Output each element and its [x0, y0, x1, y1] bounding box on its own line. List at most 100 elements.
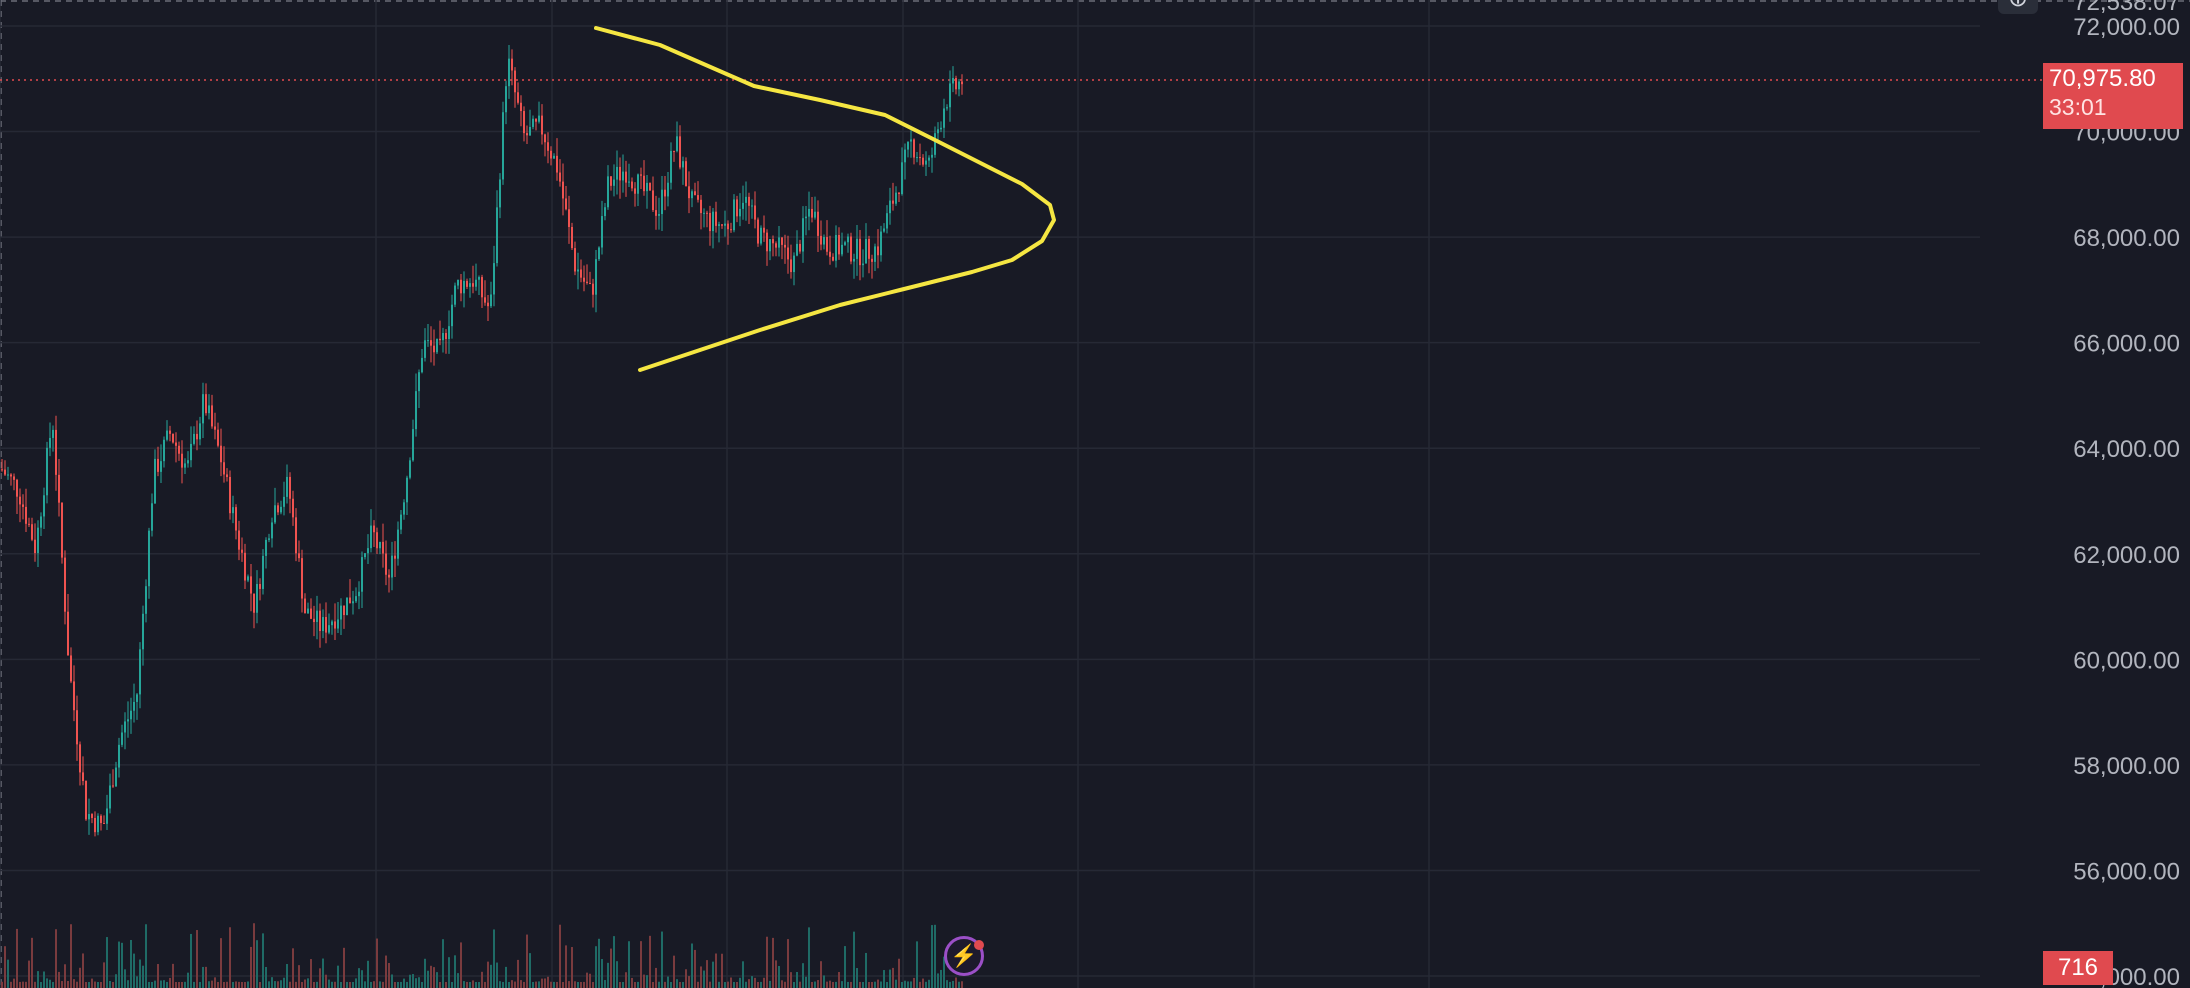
- volume-bar: [835, 981, 837, 988]
- candle-body: [376, 532, 378, 549]
- candle-body: [814, 211, 816, 218]
- volume-bar: [667, 976, 669, 988]
- crosshair-add-button[interactable]: ⊕: [1998, 0, 2038, 14]
- volume-bar: [211, 980, 213, 988]
- y-tick-label: 72,000.00: [2073, 14, 2180, 41]
- volume-bar: [823, 975, 825, 988]
- volume-bar: [628, 941, 630, 988]
- volume-bar: [400, 981, 402, 988]
- volume-bar: [346, 981, 348, 988]
- volume-bar: [769, 980, 771, 988]
- candle-body: [724, 223, 726, 226]
- candle-body: [766, 232, 768, 252]
- volume-bar: [838, 972, 840, 988]
- candle-body: [517, 92, 519, 103]
- plus-icon: ⊕: [2008, 0, 2028, 12]
- candle-body: [403, 502, 405, 515]
- candle-body: [70, 655, 72, 682]
- candle-body: [727, 223, 729, 230]
- candle-body: [607, 176, 609, 208]
- y-tick-label: 68,000.00: [2073, 225, 2180, 252]
- candle-body: [772, 239, 774, 244]
- volume-bar: [748, 979, 750, 988]
- volume-bar: [427, 970, 429, 988]
- candle-body: [238, 530, 240, 550]
- volume-bar: [274, 981, 276, 988]
- candle-body: [760, 227, 762, 244]
- candle-body: [130, 710, 132, 720]
- volume-bar: [409, 974, 411, 988]
- volume-bar: [955, 977, 957, 988]
- volume-bar: [451, 981, 453, 988]
- volume-bar: [766, 936, 768, 988]
- volume-bar: [919, 981, 921, 988]
- last-price-value: 70,975.80: [2049, 65, 2156, 92]
- volume-bar: [610, 948, 612, 988]
- candle-body: [538, 115, 540, 122]
- candle-body: [535, 118, 537, 122]
- candle-body: [280, 506, 282, 513]
- candle-body: [148, 530, 150, 587]
- volume-bar: [643, 974, 645, 988]
- candle-body: [823, 237, 825, 245]
- candle-body: [349, 597, 351, 604]
- candle-body: [544, 134, 546, 143]
- volume-bar: [661, 931, 663, 988]
- volume-bar: [364, 981, 366, 988]
- volume-bar: [616, 961, 618, 988]
- candle-body: [43, 495, 45, 517]
- candle-body: [145, 586, 147, 614]
- volume-bar: [106, 937, 108, 988]
- volume-bar: [316, 981, 318, 988]
- candle-body: [418, 372, 420, 392]
- candle-body: [775, 243, 777, 248]
- candle-body: [178, 445, 180, 454]
- candle-body: [463, 280, 465, 294]
- volume-bar: [46, 978, 48, 988]
- candle-body: [214, 426, 216, 430]
- candle-body: [367, 548, 369, 554]
- candle-body: [427, 340, 429, 342]
- candle-body: [898, 192, 900, 195]
- volume-bar: [358, 968, 360, 988]
- candle-body: [643, 175, 645, 192]
- candle-body: [577, 269, 579, 272]
- candle-body: [466, 280, 468, 287]
- volume-bar: [37, 971, 39, 988]
- candle-body: [835, 234, 837, 261]
- candle-body: [265, 539, 267, 556]
- volume-bar: [637, 981, 639, 988]
- volume-bar: [463, 981, 465, 988]
- volume-bar: [319, 968, 321, 988]
- candle-body: [430, 340, 432, 346]
- volume-bar: [187, 972, 189, 988]
- volume-bar: [877, 979, 879, 988]
- candle-body: [493, 263, 495, 295]
- volume-bar: [949, 981, 951, 988]
- y-tick-label: 64,000.00: [2073, 436, 2180, 463]
- candle-body: [580, 269, 582, 278]
- candle-body: [121, 732, 123, 745]
- volume-bar: [859, 981, 861, 988]
- y-tick-label: 66,000.00: [2073, 331, 2180, 358]
- volume-bar: [418, 977, 420, 988]
- candle-body: [304, 598, 306, 614]
- volume-bar: [193, 981, 195, 988]
- volume-bar: [133, 953, 135, 988]
- volume-bar: [958, 981, 960, 988]
- candle-body: [505, 86, 507, 113]
- candle-body: [739, 208, 741, 217]
- candle-body: [199, 423, 201, 440]
- volume-bar: [583, 981, 585, 988]
- volume-bar: [808, 927, 810, 988]
- flash-button[interactable]: ⚡: [944, 936, 984, 976]
- candle-body: [151, 503, 153, 531]
- candle-body: [523, 111, 525, 134]
- volume-bar: [43, 971, 45, 988]
- candle-body: [715, 211, 717, 226]
- volume-bar: [250, 946, 252, 988]
- candle-body: [415, 391, 417, 430]
- volume-bar: [490, 964, 492, 988]
